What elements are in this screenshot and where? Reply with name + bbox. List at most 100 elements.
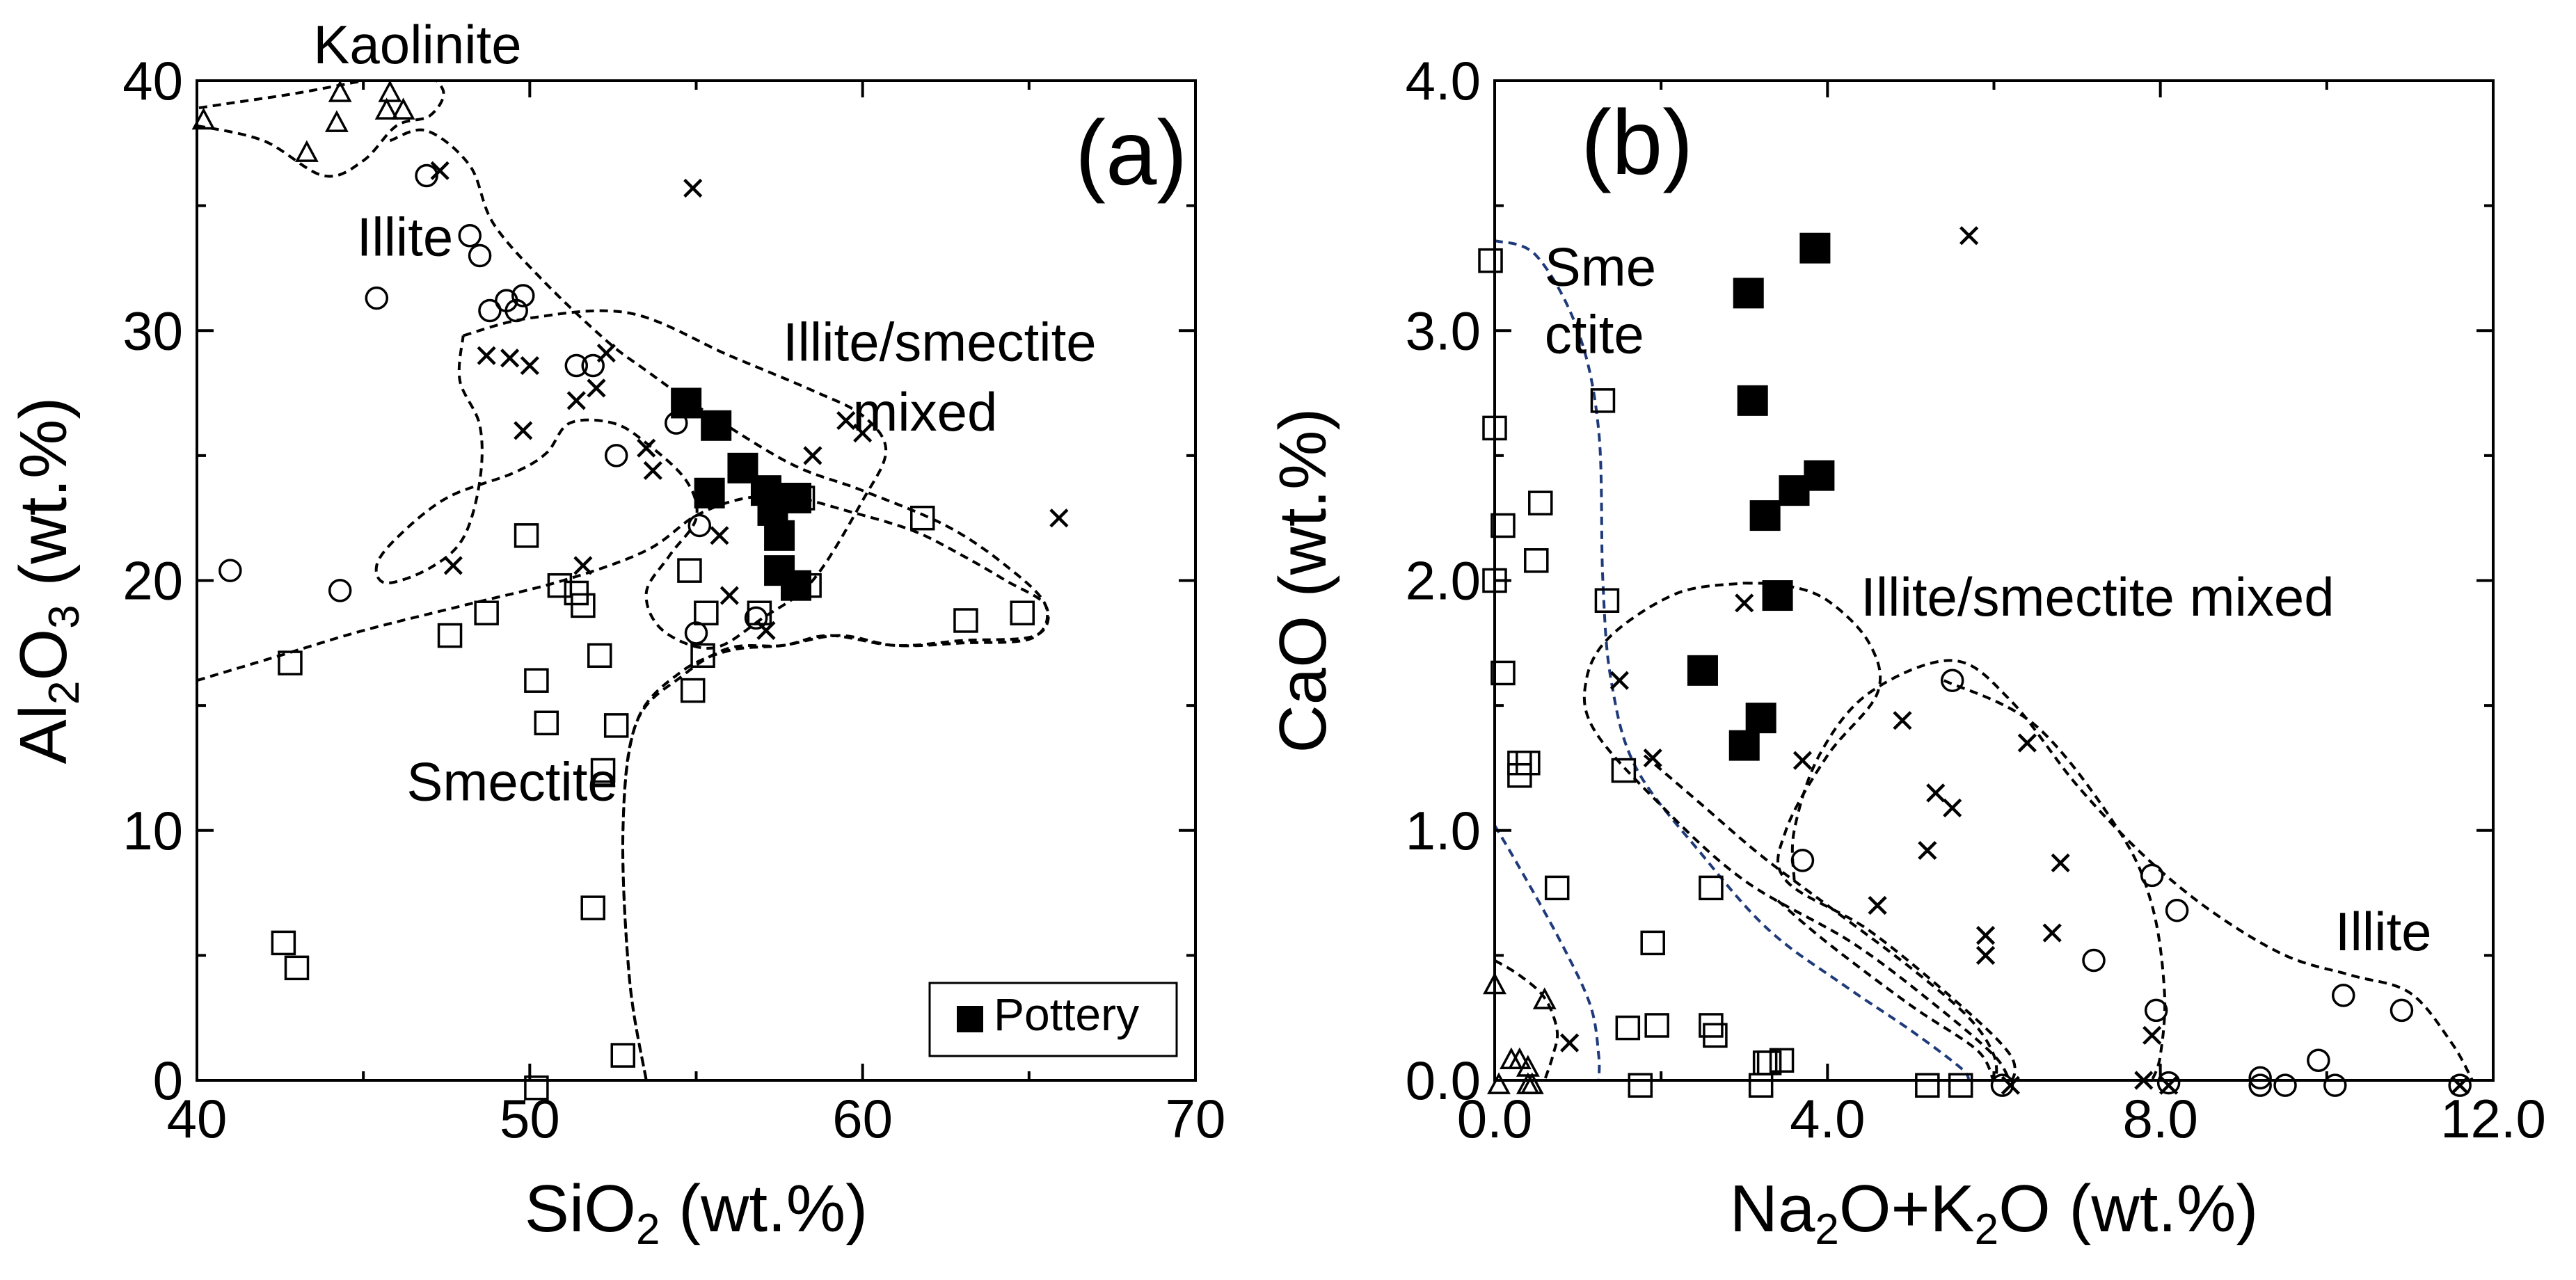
- data-point: [2450, 1075, 2470, 1095]
- data-point: [603, 713, 629, 738]
- data-point: [2140, 863, 2164, 888]
- data-point: [671, 387, 702, 419]
- region-boundary-illite: [1643, 754, 1998, 1080]
- y-tick-label: 30: [122, 300, 183, 361]
- y-axis-title: Al2O3 (wt.%): [6, 397, 88, 765]
- data-point: [1790, 849, 1815, 872]
- region-label: Sme: [1545, 237, 1656, 298]
- data-point: [573, 556, 593, 575]
- axis-ticks: 40 50 60 70 0 10 20 30 40: [122, 50, 1225, 1149]
- data-point: [1735, 593, 1754, 613]
- data-point: [1792, 751, 1813, 770]
- y-tick-label: 20: [122, 550, 183, 611]
- region-boundaries: [197, 81, 1050, 1080]
- data-point: [744, 606, 768, 630]
- panel-a-chart: 40 50 60 70 0 10 20 30 40 SiO2 (wt.%) Al2O3 (wt.%)…: [6, 14, 1225, 1254]
- data-point: [1490, 513, 1516, 538]
- region-boundary-kaolinite: [1495, 959, 1559, 1080]
- data-point: [1703, 1023, 1728, 1048]
- data-point: [587, 378, 606, 398]
- region-label: Smectite: [406, 751, 617, 813]
- data-point: [1594, 588, 1620, 613]
- x-tick-label: 0.0: [1457, 1088, 1532, 1149]
- data-point: [477, 346, 496, 365]
- panel-label: (b): [1581, 91, 1693, 193]
- data-point: [604, 444, 628, 467]
- data-point: [1524, 548, 1549, 573]
- data-point: [610, 1043, 636, 1068]
- x-tick-label: 4.0: [1790, 1088, 1865, 1149]
- data-point: [1532, 987, 1557, 1009]
- data-point: [1948, 1073, 1973, 1098]
- data-point: [1528, 490, 1553, 515]
- data-point: [1733, 278, 1764, 309]
- data-point: [1520, 1072, 1544, 1094]
- data-point: [2042, 923, 2062, 943]
- region-label: Kaolinite: [313, 14, 521, 75]
- data-point: [1628, 1073, 1653, 1098]
- data-point: [1010, 600, 1035, 625]
- data-point: [1544, 875, 1570, 901]
- data-point: [1804, 460, 1835, 491]
- data-point: [1482, 415, 1507, 441]
- data-point: [1643, 748, 1662, 768]
- data-point: [1699, 875, 1724, 901]
- data-point: [324, 110, 349, 132]
- data-point: [524, 668, 549, 693]
- data-point: [564, 580, 589, 606]
- data-point: [680, 678, 706, 703]
- x-tick-label: 8.0: [2122, 1088, 2197, 1149]
- region-boundary-illite: [389, 128, 1049, 1080]
- y-tick-label: 0.0: [1406, 1050, 1481, 1111]
- data-point: [2273, 1073, 2297, 1097]
- data-point: [2001, 1075, 2021, 1095]
- data-point: [1478, 248, 1503, 273]
- data-point: [2390, 998, 2414, 1023]
- data-point: [271, 930, 296, 956]
- data-point: [1745, 703, 1776, 734]
- data-point: [278, 650, 303, 675]
- region-boundary-smectite: [1495, 239, 1971, 1080]
- data-point: [514, 421, 533, 440]
- data-point: [683, 178, 703, 198]
- data-point: [590, 758, 616, 783]
- data-point: [478, 298, 502, 323]
- data-point: [1482, 568, 1507, 593]
- series-pottery: [671, 387, 811, 601]
- region-boundary-illite-smectite-mixed: [1582, 582, 2017, 1080]
- data-point: [511, 284, 535, 307]
- data-point: [1749, 500, 1781, 531]
- data-point: [2134, 1071, 2154, 1090]
- data-point: [1507, 1047, 1532, 1070]
- series-smectite: [271, 486, 1035, 1101]
- y-tick-label: 1.0: [1406, 800, 1481, 861]
- data-point: [1507, 762, 1532, 788]
- panel-label: (a): [1075, 102, 1187, 204]
- data-point: [596, 343, 616, 363]
- data-point: [910, 505, 935, 531]
- region-boundary-smectite: [1495, 824, 1601, 1080]
- y-tick-label: 3.0: [1406, 300, 1481, 361]
- x-tick-label: 50: [500, 1088, 560, 1149]
- data-point: [953, 608, 978, 633]
- data-point: [468, 243, 492, 268]
- data-point: [524, 1075, 549, 1101]
- data-point: [1560, 1033, 1580, 1053]
- data-point: [564, 353, 589, 378]
- data-point: [781, 482, 811, 513]
- data-point: [191, 107, 216, 130]
- data-point: [1893, 711, 1912, 730]
- data-point: [430, 161, 450, 180]
- y-tick-label: 0: [153, 1050, 183, 1111]
- data-point: [1748, 1073, 1774, 1098]
- data-point: [500, 349, 520, 368]
- data-point: [514, 523, 539, 548]
- data-point: [520, 355, 539, 376]
- legend-marker: [957, 1006, 983, 1032]
- data-point: [1975, 945, 1996, 965]
- data-point: [328, 579, 352, 602]
- data-point: [727, 452, 758, 483]
- data-point: [1918, 840, 1937, 861]
- y-tick-label: 10: [122, 800, 183, 861]
- data-point: [437, 623, 463, 648]
